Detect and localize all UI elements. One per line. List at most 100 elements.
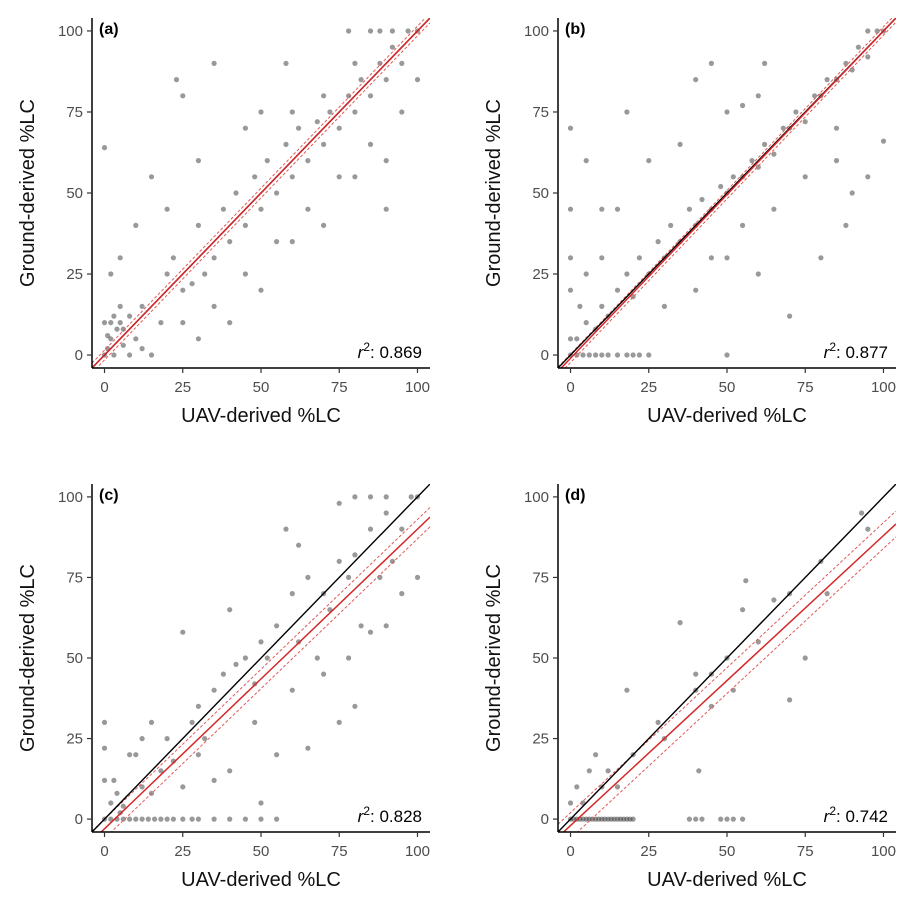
data-point: [195, 752, 201, 758]
x-tick-label: 25: [174, 843, 191, 860]
x-tick-label: 100: [405, 379, 430, 396]
data-point: [367, 629, 374, 635]
ci-lower-line: [95, 22, 430, 368]
data-point: [874, 28, 880, 34]
data-point: [108, 320, 114, 326]
r-symbol: r: [824, 343, 831, 362]
data-point: [605, 352, 611, 358]
r-squared-annotation: r2: 0.877: [824, 340, 888, 362]
data-point: [283, 141, 289, 147]
data-point: [346, 93, 352, 99]
data-point: [117, 255, 123, 261]
data-point: [730, 816, 736, 822]
data-point: [101, 745, 108, 751]
x-tick-label: 50: [253, 379, 270, 396]
data-point: [724, 352, 730, 358]
x-tick-label: 0: [566, 843, 574, 860]
data-point: [120, 803, 126, 809]
y-axis-title: Ground-derived %LC: [483, 99, 505, 287]
data-point: [605, 768, 611, 774]
data-point: [321, 141, 327, 147]
data-point: [686, 816, 693, 822]
data-point: [233, 661, 239, 668]
data-point: [787, 313, 793, 319]
x-tick-label: 25: [640, 379, 657, 396]
data-point: [305, 745, 311, 751]
y-axis-title: Ground-derived %LC: [483, 564, 505, 752]
data-point: [352, 109, 358, 115]
data-point: [242, 222, 248, 228]
panel-label: (c): [99, 487, 119, 504]
y-axis-title: Ground-derived %LC: [17, 99, 39, 287]
data-point: [762, 141, 768, 147]
data-point: [305, 206, 311, 212]
data-point: [624, 352, 630, 358]
data-point: [699, 196, 705, 203]
y-tick-label: 50: [532, 185, 549, 202]
data-point: [624, 109, 630, 115]
data-point: [139, 346, 145, 352]
data-point: [593, 352, 599, 358]
x-tick-label: 0: [100, 379, 108, 396]
data-point: [696, 768, 702, 774]
ci-lower-line: [110, 526, 430, 832]
data-point: [336, 719, 342, 726]
data-point: [693, 77, 699, 83]
lines-group: [558, 484, 896, 832]
y-tick-label: 0: [75, 347, 83, 364]
y-tick-label: 25: [66, 731, 83, 748]
data-point: [227, 816, 233, 822]
ci-upper-line: [92, 507, 430, 832]
data-point: [567, 287, 574, 293]
lines-group: [92, 18, 430, 368]
data-point: [227, 320, 233, 326]
x-tick-label: 25: [174, 379, 191, 396]
data-point: [352, 174, 358, 180]
data-point: [802, 119, 808, 125]
scatter-panel-a: 0 25 50 75 100 0 25 50 75 100 UAV-derived %LC Groun…: [17, 18, 430, 427]
y-tick-label: 100: [58, 489, 83, 506]
data-point: [677, 141, 683, 147]
data-point: [180, 816, 186, 822]
y-tick-label: 25: [532, 731, 549, 748]
data-point: [111, 352, 117, 358]
data-point: [855, 44, 862, 50]
scatter-panel-c: 0 25 50 75 100 0 25 50 75 100 UAV-derived %LC Groun…: [17, 484, 430, 891]
data-point: [708, 255, 715, 261]
data-point: [780, 125, 786, 131]
data-point: [624, 271, 630, 277]
data-point: [567, 125, 574, 131]
data-point: [818, 255, 824, 261]
data-point: [686, 206, 693, 212]
data-point: [120, 816, 126, 822]
fit-line: [100, 516, 430, 832]
data-point: [693, 671, 699, 677]
data-point: [367, 141, 374, 147]
data-point: [120, 326, 126, 332]
data-point: [740, 102, 746, 109]
data-point: [180, 93, 186, 99]
data-point: [164, 206, 170, 212]
data-point: [289, 239, 295, 245]
y-tick-label: 25: [532, 266, 549, 283]
data-point: [724, 255, 730, 261]
data-point: [824, 77, 830, 83]
data-point: [242, 125, 248, 131]
identity-line: [92, 484, 430, 832]
y-tick-label: 0: [541, 811, 549, 828]
data-point: [289, 591, 295, 597]
data-point: [139, 784, 145, 790]
x-tick-label: 25: [640, 843, 657, 860]
data-point: [740, 816, 746, 822]
data-point: [336, 558, 342, 564]
data-point: [211, 60, 217, 66]
data-point: [180, 287, 186, 293]
data-point: [367, 526, 374, 532]
data-point: [189, 816, 195, 822]
data-point: [646, 158, 652, 164]
data-point: [148, 174, 155, 180]
data-point: [296, 125, 302, 131]
data-point: [101, 719, 108, 726]
data-point: [614, 287, 621, 293]
